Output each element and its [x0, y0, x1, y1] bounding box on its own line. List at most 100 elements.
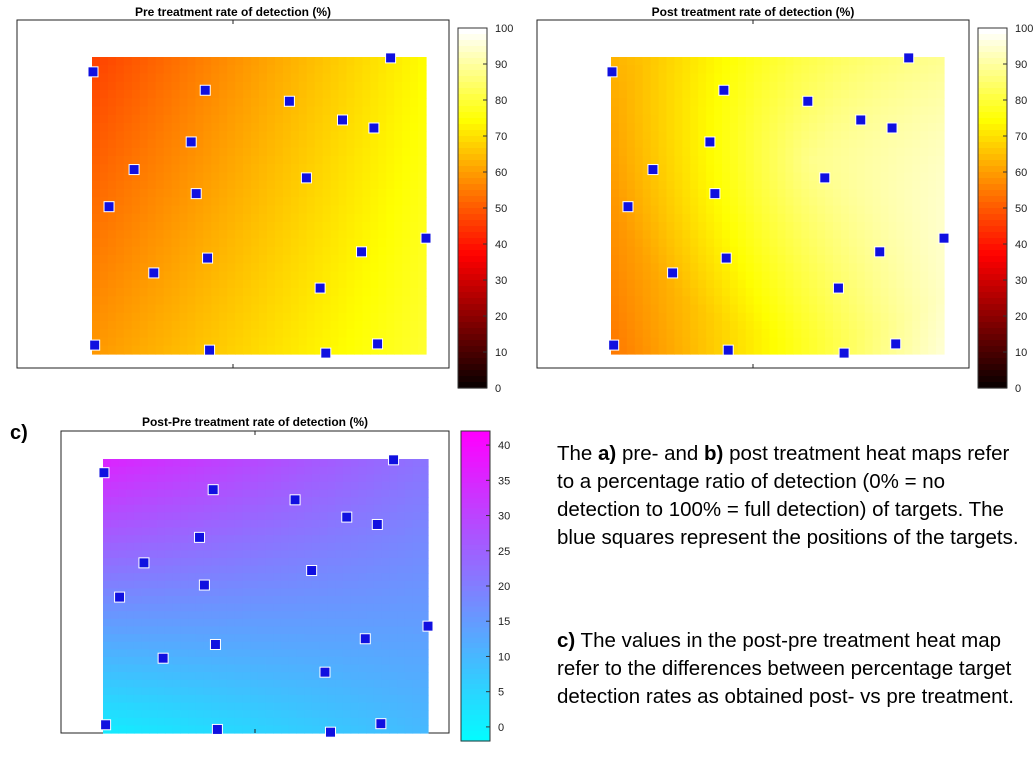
heatmap-cell [273, 489, 282, 498]
heatmap-cell [777, 123, 787, 132]
heatmap-cell [928, 81, 937, 91]
heatmap-cell [848, 213, 858, 223]
heatmap-cell [242, 611, 251, 620]
heatmap-cell [777, 114, 787, 124]
heatmap-cell [92, 279, 101, 289]
heatmap-cell [753, 65, 763, 75]
heatmap-cell [211, 230, 220, 240]
heatmap-cell [203, 246, 212, 256]
heatmap-cell [149, 565, 158, 574]
heatmap-cell [126, 672, 135, 681]
heatmap-cell [378, 312, 387, 322]
heatmap-cell [139, 296, 149, 306]
heatmap-cell [338, 123, 348, 132]
heatmap-cell [123, 263, 133, 273]
heatmap-cell [327, 664, 336, 673]
heatmap-cell [690, 114, 699, 124]
heatmap-cell [642, 57, 652, 66]
heatmap-cell [157, 710, 166, 719]
heatmap-cell [402, 139, 411, 149]
heatmap-cell [203, 618, 212, 628]
heatmap-cell [259, 304, 268, 314]
heatmap-cell [280, 573, 290, 582]
heatmap-cell [179, 123, 189, 132]
heatmap-cell [107, 114, 117, 124]
heatmap-cell [404, 702, 414, 711]
heatmap-cell [327, 603, 336, 612]
heatmap-cell [227, 81, 236, 91]
heatmap-cell [362, 263, 371, 273]
heatmap-cell [761, 81, 771, 91]
heatmap-cell [322, 246, 332, 256]
heatmap-cell [234, 527, 243, 536]
colorbar-band [461, 498, 490, 504]
heatmap-cell [864, 106, 874, 116]
heatmap-cell [147, 73, 157, 83]
heatmap-cell [928, 213, 937, 223]
heatmap-cell [373, 710, 383, 719]
heatmap-cell [650, 147, 660, 157]
heatmap-cell [155, 263, 165, 273]
heatmap-cell [366, 573, 375, 582]
heatmap-cell [139, 156, 149, 165]
heatmap-cell [219, 106, 228, 116]
heatmap-cell [203, 588, 212, 597]
heatmap-cell [99, 222, 109, 231]
heatmap-cell [769, 197, 779, 207]
heatmap-cell [306, 98, 316, 108]
heatmap-cell [243, 90, 252, 99]
heatmap-cell [126, 580, 135, 589]
colorbar-band [458, 232, 487, 239]
heatmap-cell [888, 131, 898, 141]
heatmap-cell [280, 641, 290, 650]
colorbar-band [978, 124, 1007, 131]
heatmap-cell [103, 611, 112, 620]
colorbar-tick-label: 60 [1015, 167, 1027, 179]
heatmap-cell [131, 197, 141, 207]
heatmap-cell [319, 535, 329, 544]
heatmap-cell [378, 255, 387, 264]
heatmap-cell [243, 296, 252, 306]
heatmap-cell [172, 519, 181, 529]
heatmap-cell [840, 337, 850, 347]
heatmap-cell [280, 542, 290, 551]
heatmap-cell [257, 672, 267, 681]
heatmap-cell [265, 504, 274, 513]
heatmap-cell [250, 710, 259, 719]
heatmap-cell [311, 679, 321, 688]
heatmap-cell [880, 57, 890, 66]
heatmap-cell [126, 466, 135, 475]
heatmap-cell [904, 271, 913, 281]
heatmap-cell [280, 618, 290, 628]
heatmap-cell [722, 73, 731, 83]
heatmap-cell [634, 147, 644, 157]
heatmap-cell [250, 542, 259, 551]
heatmap-cell [243, 73, 252, 83]
heatmap-cell [769, 180, 779, 190]
heatmap-cell [618, 98, 628, 108]
heatmap-cell [888, 255, 898, 264]
heatmap-cell [896, 172, 905, 182]
heatmap-cell [690, 304, 699, 314]
heatmap-cell [123, 312, 133, 322]
heatmap-cell [330, 164, 340, 174]
heatmap-cell [825, 345, 834, 355]
heatmap-cell [195, 588, 205, 597]
heatmap-cell [296, 466, 305, 475]
heatmap-cell [698, 296, 707, 306]
heatmap-cell [373, 588, 383, 597]
heatmap-cell [706, 263, 715, 273]
heatmap-cell [147, 288, 157, 297]
heatmap-cell [147, 98, 157, 108]
heatmap-cell [311, 672, 321, 681]
heatmap-cell [211, 694, 220, 704]
heatmap-cell [219, 504, 228, 513]
heatmap-cell [180, 710, 189, 719]
heatmap-cell [304, 679, 313, 688]
heatmap-cell [912, 81, 921, 91]
heatmap-cell [373, 580, 383, 589]
heatmap-cell [92, 263, 101, 273]
heatmap-cell [706, 197, 715, 207]
heatmap-cell [288, 512, 298, 521]
heatmap-cell [896, 73, 905, 83]
